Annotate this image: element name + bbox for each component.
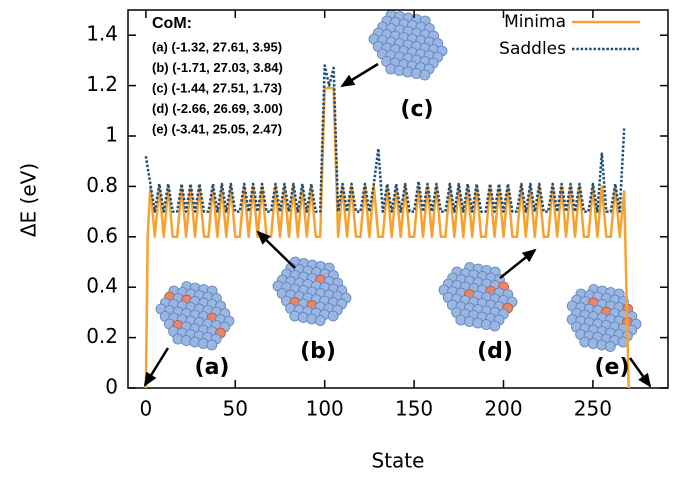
arrow — [340, 62, 379, 88]
panel-label: (c) — [400, 97, 433, 122]
atom — [206, 339, 218, 351]
x-tick-label: 50 — [223, 397, 248, 421]
y-tick-label: 0.2 — [86, 324, 118, 348]
cluster-image — [368, 9, 448, 81]
x-tick-label: 200 — [484, 397, 522, 421]
x-axis-label: State — [372, 449, 425, 473]
panel-label: (a) — [195, 355, 230, 380]
arrow — [143, 347, 170, 387]
atom — [489, 320, 501, 332]
cluster-image — [155, 281, 235, 351]
com-line: (a) (-1.32, 27.61, 3.95) — [152, 39, 282, 54]
com-line: (b) (-1.71, 27.03, 3.84) — [152, 60, 283, 75]
atom — [604, 341, 616, 352]
series-line — [144, 64, 626, 213]
atom — [314, 315, 326, 326]
atom — [419, 69, 431, 81]
cluster-image — [566, 284, 642, 352]
com-title: CoM: — [152, 15, 192, 32]
com-line: (d) (-2.66, 26.69, 3.00) — [152, 101, 283, 116]
y-axis-label: ΔE (eV) — [17, 163, 41, 237]
plot-frame — [127, 9, 669, 389]
arrow — [628, 357, 652, 388]
y-tick-label: 0 — [105, 375, 118, 399]
com-line: (c) (-1.44, 27.51, 1.73) — [152, 80, 282, 95]
cluster-image — [272, 256, 352, 326]
x-tick-label: 150 — [395, 397, 433, 421]
y-tick-label: 1 — [105, 123, 118, 147]
x-tick-label: 0 — [140, 397, 153, 421]
y-tick-label: 1.4 — [86, 22, 118, 46]
arrow — [256, 230, 296, 269]
panel-label: (e) — [594, 355, 629, 380]
y-tick-label: 0.6 — [86, 223, 118, 247]
panel-label: (b) — [300, 339, 336, 364]
cluster-image — [438, 262, 518, 332]
x-tick-label: 100 — [306, 397, 344, 421]
x-tick-label: 250 — [574, 397, 612, 421]
panel-label: (d) — [477, 339, 513, 364]
legend-label: Minima — [504, 12, 566, 32]
arrow — [499, 248, 537, 279]
y-tick-label: 1.2 — [86, 72, 118, 96]
legend-label: Saddles — [499, 39, 566, 59]
com-line: (e) (-3.41, 25.05, 2.47) — [152, 121, 282, 136]
y-tick-label: 0.4 — [86, 274, 118, 298]
atom — [327, 310, 339, 322]
y-tick-label: 0.8 — [86, 173, 118, 197]
